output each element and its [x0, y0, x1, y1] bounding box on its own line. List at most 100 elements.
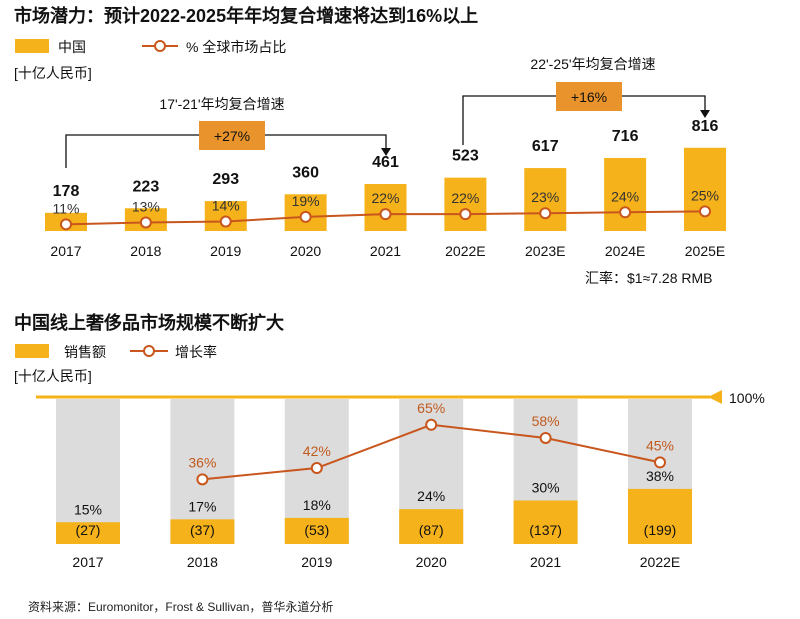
chart2-unit: [十亿人民币] — [14, 368, 92, 384]
chart2-legend-line-label: 增长率 — [175, 344, 217, 360]
chart1-x-tick-2025E: 2025E — [685, 243, 725, 259]
chart1-share-point-2024E — [619, 206, 632, 219]
chart1-x-tick-2022E: 2022E — [445, 243, 485, 259]
chart1-share-point-2025E — [699, 205, 711, 218]
chart2-100pct-label: 100% — [729, 390, 765, 406]
chart1-x-tick-2019: 2019 — [210, 243, 241, 259]
chart2-legend-line-marker — [143, 345, 155, 357]
chart1-share-point-2019 — [219, 215, 232, 228]
chart1-x-tick-2023E: 2023E — [525, 243, 565, 259]
chart1-share-point-2023E — [539, 207, 552, 220]
chart1-legend-bar-swatch — [15, 39, 49, 53]
chart1-pct-label-2022E: 22% — [451, 190, 479, 206]
chart1-share-point-2022E — [459, 208, 472, 221]
chart2-growth-point-2022E — [654, 456, 666, 469]
chart2-share-label-2017: 15% — [74, 501, 102, 517]
chart2-sales-bar-2020 — [399, 509, 464, 544]
chart2-growth-label-2021: 58% — [532, 413, 560, 429]
chart1-value-label-2022E: 523 — [452, 148, 479, 165]
chart1-x-tick-2021: 2021 — [370, 243, 401, 259]
chart1-value-label-2020: 360 — [292, 164, 319, 181]
chart2-title: 中国线上奢侈品市场规模不断扩大 — [14, 312, 284, 333]
chart2-legend-bar-label: 销售额 — [64, 344, 106, 360]
chart2-growth-point-2019 — [310, 462, 323, 475]
chart1-legend-line-marker — [154, 40, 166, 52]
chart2-x-tick-2019: 2019 — [301, 554, 332, 570]
chart2-sales-label-2019: (53) — [304, 522, 329, 538]
cagr1-label: 17'-21'年均复合增速 — [159, 96, 284, 112]
chart1-value-label-2024E: 716 — [612, 128, 639, 145]
chart1-bar-2023E — [524, 168, 567, 231]
chart2-sales-label-2022E: (199) — [644, 522, 677, 538]
chart2-share-label-2020: 24% — [417, 488, 445, 504]
chart2-sales-bar-2021 — [513, 500, 578, 544]
chart1-unit: [十亿人民币] — [14, 65, 92, 81]
chart2-sales-bar-2022E — [628, 488, 692, 544]
chart2-growth-point-2020 — [425, 418, 438, 431]
chart2-legend-bar-swatch — [15, 344, 49, 358]
chart1-share-point-2017 — [60, 218, 72, 231]
chart1-pct-label-2021: 22% — [371, 190, 399, 206]
cagr2-arrowhead — [700, 110, 710, 118]
cagr2-box — [556, 82, 622, 111]
chart1-value-label-2021: 461 — [372, 154, 399, 171]
chart2-sales-bar-2018 — [170, 519, 235, 544]
cagr1-arrowhead — [381, 148, 391, 156]
chart1-pct-label-2020: 19% — [292, 193, 320, 209]
chart1-x-tick-2024E: 2024E — [605, 243, 645, 259]
chart2-share-label-2018: 17% — [188, 498, 216, 514]
chart1-pct-label-2025E: 25% — [691, 187, 719, 203]
chart2-growth-point-2018 — [196, 473, 209, 486]
chart2-sales-bar-2019 — [284, 517, 349, 544]
chart1-pct-label-2018: 13% — [132, 198, 160, 214]
chart2-sales-label-2020: (87) — [419, 522, 444, 538]
chart2-x-tick-2018: 2018 — [187, 554, 218, 570]
chart1-value-label-2025E: 816 — [692, 118, 719, 135]
chart1-legend-bar-label: 中国 — [58, 39, 86, 55]
chart2-total-bar-2017 — [56, 399, 120, 544]
chart1-pct-label-2023E: 23% — [531, 189, 559, 205]
chart2-sales-label-2021: (137) — [529, 522, 562, 538]
chart2-growth-label-2019: 42% — [303, 443, 331, 459]
chart2-sales-bar-2017 — [56, 522, 120, 544]
chart1-share-point-2021 — [379, 208, 392, 221]
chart1-bar-2024E — [604, 157, 647, 231]
cagr2-value: +16% — [571, 89, 607, 105]
chart1-value-label-2023E: 617 — [532, 138, 559, 155]
chart1-bar-2021 — [364, 183, 407, 231]
chart1-value-label-2019: 293 — [212, 171, 239, 188]
chart2-100pct-marker — [708, 390, 722, 404]
chart1-exchange-note: 汇率：$1≈7.28 RMB — [585, 270, 713, 286]
chart1-share-point-2018 — [139, 216, 152, 229]
chart1-pct-label-2017: 11% — [53, 200, 80, 216]
chart2-growth-label-2020: 65% — [417, 400, 445, 416]
chart1-title: 市场潜力：预计2022-2025年年均复合增速将达到16%以上 — [14, 5, 478, 26]
chart1-pct-label-2019: 14% — [212, 198, 240, 214]
cagr2-label: 22'-25'年均复合增速 — [530, 56, 655, 72]
chart2-share-label-2019: 18% — [303, 497, 331, 513]
chart1-x-tick-2017: 2017 — [50, 243, 81, 259]
chart2-growth-label-2022E: 45% — [646, 437, 674, 453]
chart2-share-label-2021: 30% — [532, 480, 560, 496]
chart1-legend-line-label: % 全球市场占比 — [186, 39, 286, 55]
chart2-x-tick-2021: 2021 — [530, 554, 561, 570]
chart1-x-tick-2020: 2020 — [290, 243, 321, 259]
chart2-x-tick-2022E: 2022E — [640, 554, 680, 570]
chart2-share-label-2022E: 38% — [646, 468, 674, 484]
chart1-value-label-2018: 223 — [133, 178, 160, 195]
cagr1-box — [199, 121, 265, 150]
chart2-sales-label-2017: (27) — [76, 522, 101, 538]
chart2-x-tick-2017: 2017 — [72, 554, 103, 570]
chart1-x-tick-2018: 2018 — [130, 243, 161, 259]
chart1-bar-2022E — [444, 177, 487, 231]
chart2-growth-label-2018: 36% — [188, 454, 216, 470]
chart1-value-label-2017: 178 — [53, 183, 80, 200]
chart1-pct-label-2024E: 24% — [611, 188, 639, 204]
chart2-sales-label-2018: (37) — [190, 522, 215, 538]
cagr1-value: +27% — [214, 128, 250, 144]
source-note: 资料来源：Euromonitor，Frost & Sullivan，普华永道分析 — [28, 600, 333, 614]
chart2-growth-point-2021 — [539, 431, 552, 444]
chart2-x-tick-2020: 2020 — [416, 554, 447, 570]
